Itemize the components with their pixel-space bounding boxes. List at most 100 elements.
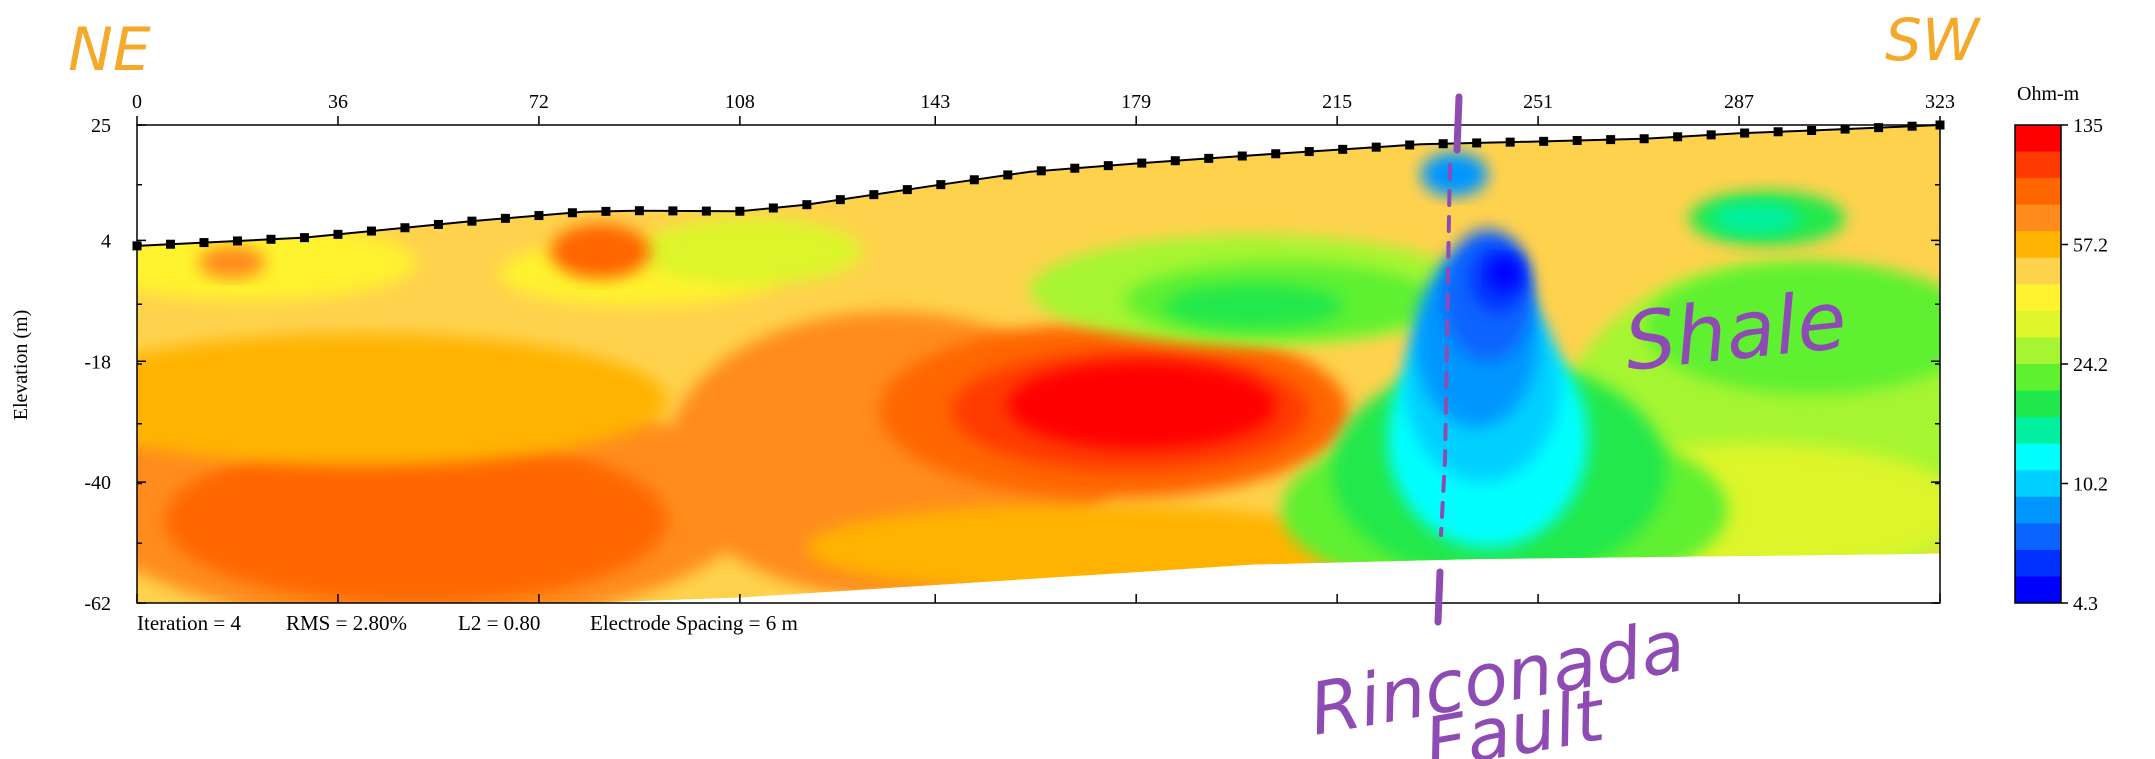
electrode-marker bbox=[132, 241, 142, 251]
rinconada-fault-trace bbox=[1434, 93, 1463, 626]
electrode-marker bbox=[1673, 132, 1683, 142]
colorbar-swatch bbox=[2015, 443, 2061, 471]
surface-topography-line bbox=[136, 124, 1941, 247]
electrode-marker bbox=[165, 239, 175, 249]
electrode-marker bbox=[567, 208, 577, 218]
y-tick-label: 4 bbox=[101, 230, 111, 252]
electrode-marker bbox=[1472, 138, 1482, 148]
colorbar-label: 10.2 bbox=[2073, 474, 2108, 496]
electrode-marker bbox=[1036, 166, 1046, 176]
colorbar-swatch bbox=[2015, 523, 2061, 551]
electrode-marker bbox=[1103, 161, 1113, 171]
electrode-marker bbox=[400, 223, 410, 233]
x-tick-label: 287 bbox=[1724, 91, 1754, 113]
resistivity-zone bbox=[1644, 262, 1940, 395]
electrode-marker bbox=[634, 206, 644, 216]
x-tick-label: 72 bbox=[529, 91, 549, 113]
electrode-marker bbox=[1807, 125, 1817, 135]
electrode-marker bbox=[1773, 127, 1783, 137]
colorbar-swatch bbox=[2015, 284, 2061, 312]
electrode-marker bbox=[366, 226, 376, 236]
electrode-marker bbox=[1840, 124, 1850, 134]
electrode-marker bbox=[534, 211, 544, 221]
electrode-marker bbox=[1304, 147, 1314, 157]
electrode-marker bbox=[969, 175, 979, 185]
sw-label: SW bbox=[1885, 6, 1982, 74]
electrode-marker bbox=[333, 229, 343, 239]
x-tick-label: 0 bbox=[132, 91, 142, 113]
resistivity-zone bbox=[550, 223, 651, 279]
x-tick-label: 143 bbox=[920, 91, 950, 113]
colorbar bbox=[2014, 124, 2062, 604]
electrode-marker bbox=[936, 180, 946, 190]
shale-annotation: Shale bbox=[1620, 273, 1850, 389]
colorbar-swatch bbox=[2015, 470, 2061, 498]
colorbar-swatch bbox=[2015, 257, 2061, 285]
y-tick-label: -40 bbox=[84, 472, 111, 494]
colorbar-swatch bbox=[2015, 549, 2061, 577]
y-tick-label: 25 bbox=[91, 115, 111, 137]
electrode-marker bbox=[1539, 136, 1549, 146]
colorbar-swatch bbox=[2015, 364, 2061, 392]
electrode-marker bbox=[232, 236, 242, 246]
electrode-marker bbox=[1874, 123, 1884, 133]
electrode-marker bbox=[1438, 139, 1448, 149]
x-tick-label: 251 bbox=[1523, 91, 1553, 113]
electrode-markers bbox=[132, 120, 1945, 251]
y-tick-label: -62 bbox=[84, 593, 111, 615]
x-tick-label: 179 bbox=[1121, 91, 1151, 113]
colorbar-swatch bbox=[2015, 337, 2061, 365]
resistivity-zone bbox=[639, 218, 863, 285]
electrode-marker bbox=[1338, 144, 1348, 154]
resistivity-zone bbox=[806, 504, 1366, 593]
electrode-marker bbox=[467, 216, 477, 226]
electrode-marker bbox=[299, 233, 309, 243]
colorbar-swatch bbox=[2015, 496, 2061, 524]
y-axis-label: Elevation (m) bbox=[10, 310, 32, 421]
electrode-marker bbox=[1271, 149, 1281, 159]
electrode-marker bbox=[1371, 142, 1381, 152]
electrode-marker bbox=[1639, 134, 1649, 144]
resistivity-zone bbox=[1164, 284, 1343, 329]
electrode-marker bbox=[1505, 137, 1515, 147]
resistivity-zone bbox=[1420, 152, 1488, 197]
colorbar-labels: 135 57.2 24.2 10.2 4.3 bbox=[2061, 115, 2108, 615]
electrode-marker bbox=[500, 213, 510, 223]
electrode-marker bbox=[1170, 156, 1180, 166]
electrode-marker bbox=[266, 234, 276, 244]
resistivity-zone bbox=[1007, 361, 1276, 450]
electrode-marker bbox=[735, 206, 745, 216]
resistivity-zone bbox=[1711, 201, 1801, 235]
electrode-marker bbox=[701, 206, 711, 216]
x-tick-label: 215 bbox=[1322, 91, 1352, 113]
resistivity-zone bbox=[137, 333, 668, 466]
colorbar-label: 135 bbox=[2073, 115, 2103, 137]
electrode-marker bbox=[1003, 170, 1013, 180]
resistivity-zone bbox=[198, 245, 266, 279]
y-tick-label: -18 bbox=[84, 351, 111, 373]
electrode-marker bbox=[1405, 140, 1415, 150]
colorbar-swatch bbox=[2015, 310, 2061, 338]
electrode-marker bbox=[1740, 128, 1750, 138]
electrode-marker bbox=[1572, 135, 1582, 145]
electrode-marker bbox=[668, 206, 678, 216]
x-tick-label: 323 bbox=[1925, 91, 1955, 113]
electrode-marker bbox=[869, 190, 879, 200]
x-tick-label: 108 bbox=[725, 91, 755, 113]
electrode-marker bbox=[1907, 121, 1917, 131]
electrode-marker bbox=[802, 200, 812, 210]
colorbar-label: 57.2 bbox=[2073, 235, 2108, 257]
electrode-marker bbox=[768, 203, 778, 213]
colorbar-swatch bbox=[2015, 417, 2061, 445]
electrode-marker bbox=[601, 206, 611, 216]
electrode-marker bbox=[1706, 130, 1716, 140]
electrode-marker bbox=[1237, 151, 1247, 161]
electrode-marker bbox=[1137, 158, 1147, 168]
colorbar-swatch bbox=[2015, 204, 2061, 232]
electrode-marker bbox=[1070, 163, 1080, 173]
colorbar-swatch bbox=[2015, 151, 2061, 179]
colorbar-swatch bbox=[2015, 390, 2061, 418]
colorbar-unit: Ohm-m bbox=[2017, 83, 2080, 105]
resistivity-zone bbox=[1487, 256, 1522, 290]
